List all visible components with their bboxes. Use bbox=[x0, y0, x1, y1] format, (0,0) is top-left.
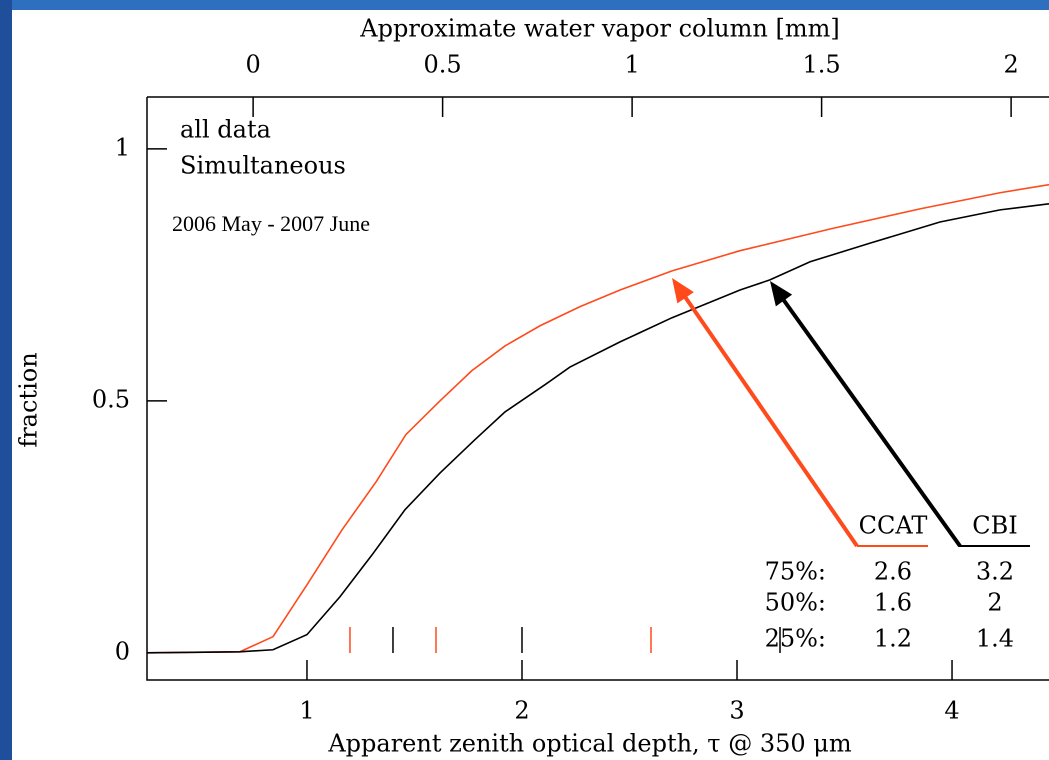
cdf-line bbox=[146, 183, 1049, 654]
arrow-head bbox=[770, 281, 793, 307]
x2-tick-label: 1 bbox=[624, 51, 639, 79]
row-label: 75%: bbox=[765, 558, 826, 586]
x-tick-label: 2 bbox=[514, 697, 529, 725]
x2-tick-label: 1.5 bbox=[803, 51, 841, 79]
table-value: 1.6 bbox=[874, 589, 912, 617]
annotation: 2006 May - 2007 June bbox=[172, 211, 370, 236]
x2-tick-label: 0.5 bbox=[424, 51, 462, 79]
y-tick-label: 0.5 bbox=[92, 385, 130, 413]
slide-edge bbox=[0, 0, 12, 760]
x2-tick-label: 0 bbox=[245, 51, 260, 79]
y-tick-label: 1 bbox=[115, 133, 130, 161]
table-value: 1.4 bbox=[976, 625, 1014, 653]
annotation: Simultaneous bbox=[180, 152, 346, 180]
arrow-shaft bbox=[681, 292, 859, 548]
plot-frame bbox=[146, 96, 1049, 681]
x-tick-label: 1 bbox=[299, 697, 314, 725]
x2-axis-label: Approximate water vapor column [mm] bbox=[359, 15, 839, 43]
x-tick-label: 3 bbox=[729, 697, 744, 725]
cdf-line bbox=[146, 203, 1049, 654]
y-tick-label: 0 bbox=[115, 637, 130, 665]
table-value: 3.2 bbox=[976, 558, 1014, 586]
arrow-shaft bbox=[779, 295, 962, 548]
table-value: 2 bbox=[987, 589, 1002, 617]
table-value: 2.6 bbox=[874, 558, 912, 586]
arrow-head bbox=[672, 278, 694, 304]
table-header: CCAT bbox=[859, 512, 928, 540]
table-value: 1.2 bbox=[874, 625, 912, 653]
x-tick-label: 4 bbox=[944, 697, 959, 725]
slide-band bbox=[0, 0, 1049, 10]
y-axis-label: fraction bbox=[15, 352, 43, 447]
x2-tick-label: 2 bbox=[1003, 51, 1018, 79]
row-label: 25%: bbox=[765, 625, 826, 653]
row-label: 50%: bbox=[765, 589, 826, 617]
table-header: CBI bbox=[972, 512, 1017, 540]
annotation: all data bbox=[180, 116, 271, 144]
x-axis-label: Apparent zenith optical depth, τ @ 350 μ… bbox=[327, 730, 852, 758]
